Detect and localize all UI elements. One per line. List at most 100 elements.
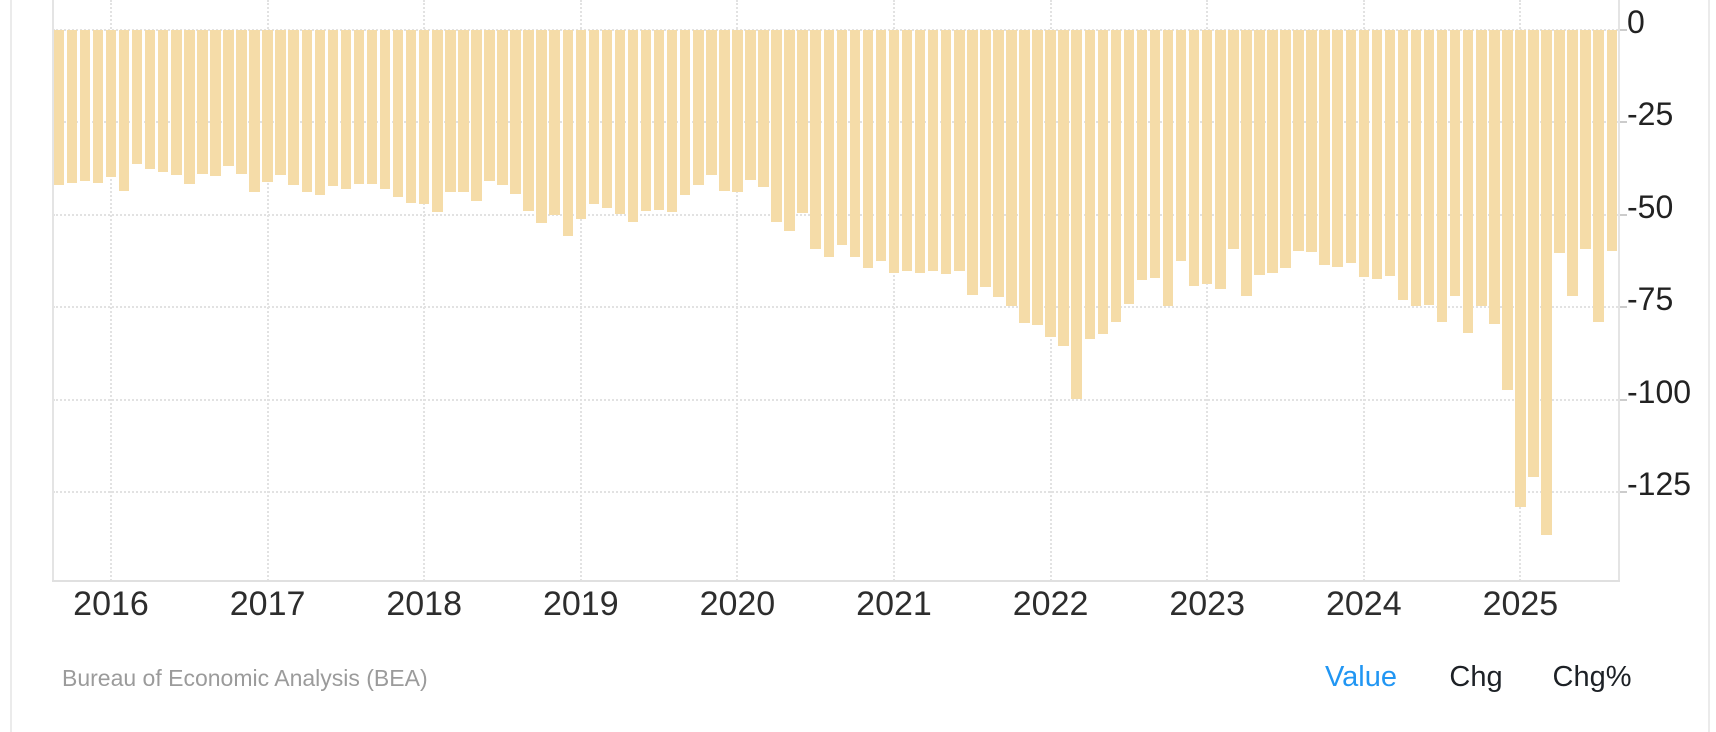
trade-balance-bar[interactable] <box>614 30 626 214</box>
trade-balance-bar[interactable] <box>1515 30 1526 507</box>
trade-balance-bar[interactable] <box>1032 30 1043 325</box>
trade-balance-bar[interactable] <box>875 30 887 261</box>
trade-balance-bar[interactable] <box>118 30 130 191</box>
trade-balance-bar[interactable] <box>53 30 65 185</box>
trade-balance-bar[interactable] <box>1606 30 1617 251</box>
trade-balance-bar[interactable] <box>823 30 834 257</box>
trade-balance-bar[interactable] <box>105 30 117 177</box>
trade-balance-bar[interactable] <box>901 30 913 271</box>
trade-balance-bar[interactable] <box>1489 30 1500 324</box>
trade-balance-bar[interactable] <box>249 30 260 192</box>
trade-balance-bar[interactable] <box>562 30 573 236</box>
trade-balance-bar[interactable] <box>157 30 169 172</box>
trade-balance-bar[interactable] <box>471 30 482 201</box>
trade-balance-bar[interactable] <box>92 30 104 183</box>
trade-balance-bar[interactable] <box>171 30 182 175</box>
trade-balance-bar[interactable] <box>1541 30 1552 535</box>
trade-balance-bar[interactable] <box>1228 30 1239 249</box>
trade-balance-bar[interactable] <box>131 30 143 164</box>
trade-balance-bar[interactable] <box>1188 30 1200 286</box>
trade-balance-bar[interactable] <box>1358 30 1370 277</box>
trade-balance-bar[interactable] <box>771 30 782 222</box>
trade-balance-bar[interactable] <box>510 30 521 194</box>
trade-balance-bar[interactable] <box>980 30 991 287</box>
trade-balance-bar[interactable] <box>588 30 600 204</box>
trade-balance-bar[interactable] <box>967 30 978 295</box>
trade-balance-bar[interactable] <box>262 30 273 182</box>
trade-balance-bar[interactable] <box>1580 30 1591 249</box>
trade-balance-bar[interactable] <box>1175 30 1187 261</box>
trade-balance-bar[interactable] <box>523 30 534 211</box>
trade-balance-bar[interactable] <box>1384 30 1396 276</box>
trade-balance-bar[interactable] <box>549 30 560 215</box>
trade-balance-bar[interactable] <box>1410 30 1422 306</box>
trade-balance-bar[interactable] <box>1006 30 1017 306</box>
trade-balance-bar[interactable] <box>1423 30 1435 305</box>
trade-balance-bar[interactable] <box>1136 30 1148 280</box>
trade-balance-bar[interactable] <box>445 30 456 192</box>
trade-balance-bar[interactable] <box>1084 30 1095 339</box>
trade-balance-bar[interactable] <box>666 30 678 212</box>
trade-balance-bar[interactable] <box>627 30 639 222</box>
trade-balance-bar[interactable] <box>732 30 743 192</box>
trade-balance-bar[interactable] <box>1502 30 1513 390</box>
trade-balance-bar[interactable] <box>1254 30 1265 275</box>
trade-balance-bar[interactable] <box>1371 30 1383 279</box>
trade-balance-bar[interactable] <box>288 30 299 185</box>
trade-balance-bar[interactable] <box>745 30 756 180</box>
trade-balance-bar[interactable] <box>1554 30 1565 253</box>
trade-balance-bar[interactable] <box>1593 30 1604 322</box>
trade-balance-bar[interactable] <box>353 30 365 184</box>
trade-balance-bar[interactable] <box>1267 30 1278 273</box>
trade-balance-bar[interactable] <box>810 30 821 249</box>
trade-balance-bar[interactable] <box>1462 30 1474 333</box>
trade-balance-bar[interactable] <box>458 30 469 192</box>
trade-balance-bar[interactable] <box>1071 30 1082 399</box>
trade-balance-bar[interactable] <box>601 30 613 208</box>
footer-tab-chgpct[interactable]: Chg% <box>1552 661 1632 693</box>
trade-balance-bar[interactable] <box>366 30 378 184</box>
trade-balance-bar[interactable] <box>1215 30 1226 289</box>
trade-balance-bar[interactable] <box>1567 30 1578 296</box>
trade-balance-bar[interactable] <box>888 30 900 273</box>
trade-balance-bar[interactable] <box>1319 30 1330 265</box>
trade-balance-bar[interactable] <box>640 30 652 211</box>
trade-balance-bar[interactable] <box>653 30 665 210</box>
trade-balance-bar[interactable] <box>940 30 952 274</box>
trade-balance-bar[interactable] <box>836 30 848 245</box>
trade-balance-bar[interactable] <box>184 30 195 184</box>
trade-balance-bar[interactable] <box>927 30 939 271</box>
footer-tab-value[interactable]: Value <box>1324 661 1398 693</box>
trade-balance-bar[interactable] <box>1045 30 1056 337</box>
trade-balance-bar[interactable] <box>993 30 1004 297</box>
trade-balance-bar[interactable] <box>693 30 704 185</box>
trade-balance-bar[interactable] <box>484 30 495 181</box>
trade-balance-bar[interactable] <box>914 30 926 273</box>
trade-balance-bar[interactable] <box>1280 30 1291 268</box>
trade-balance-bar[interactable] <box>719 30 730 191</box>
trade-balance-bar[interactable] <box>954 30 965 271</box>
trade-balance-bar[interactable] <box>784 30 795 231</box>
trade-balance-bar[interactable] <box>1436 30 1448 322</box>
trade-balance-bar[interactable] <box>405 30 417 203</box>
trade-balance-bar[interactable] <box>849 30 861 257</box>
trade-balance-bar[interactable] <box>1397 30 1409 300</box>
trade-balance-bar[interactable] <box>79 30 91 181</box>
trade-balance-bar[interactable] <box>758 30 769 187</box>
trade-balance-bar[interactable] <box>327 30 339 186</box>
trade-balance-bar[interactable] <box>379 30 391 189</box>
trade-balance-bar[interactable] <box>536 30 547 223</box>
trade-balance-bar[interactable] <box>144 30 156 169</box>
trade-balance-bar[interactable] <box>1528 30 1539 477</box>
trade-balance-bar[interactable] <box>1019 30 1030 323</box>
trade-balance-bar[interactable] <box>275 30 286 175</box>
trade-balance-bar[interactable] <box>575 30 587 219</box>
trade-balance-bar[interactable] <box>1306 30 1317 252</box>
trade-balance-bar[interactable] <box>797 30 808 213</box>
trade-balance-bar[interactable] <box>210 30 221 176</box>
trade-balance-bar[interactable] <box>314 30 326 195</box>
trade-balance-bar[interactable] <box>1149 30 1161 278</box>
trade-balance-bar[interactable] <box>1058 30 1069 346</box>
trade-balance-bar[interactable] <box>197 30 208 174</box>
trade-balance-bar[interactable] <box>236 30 247 174</box>
